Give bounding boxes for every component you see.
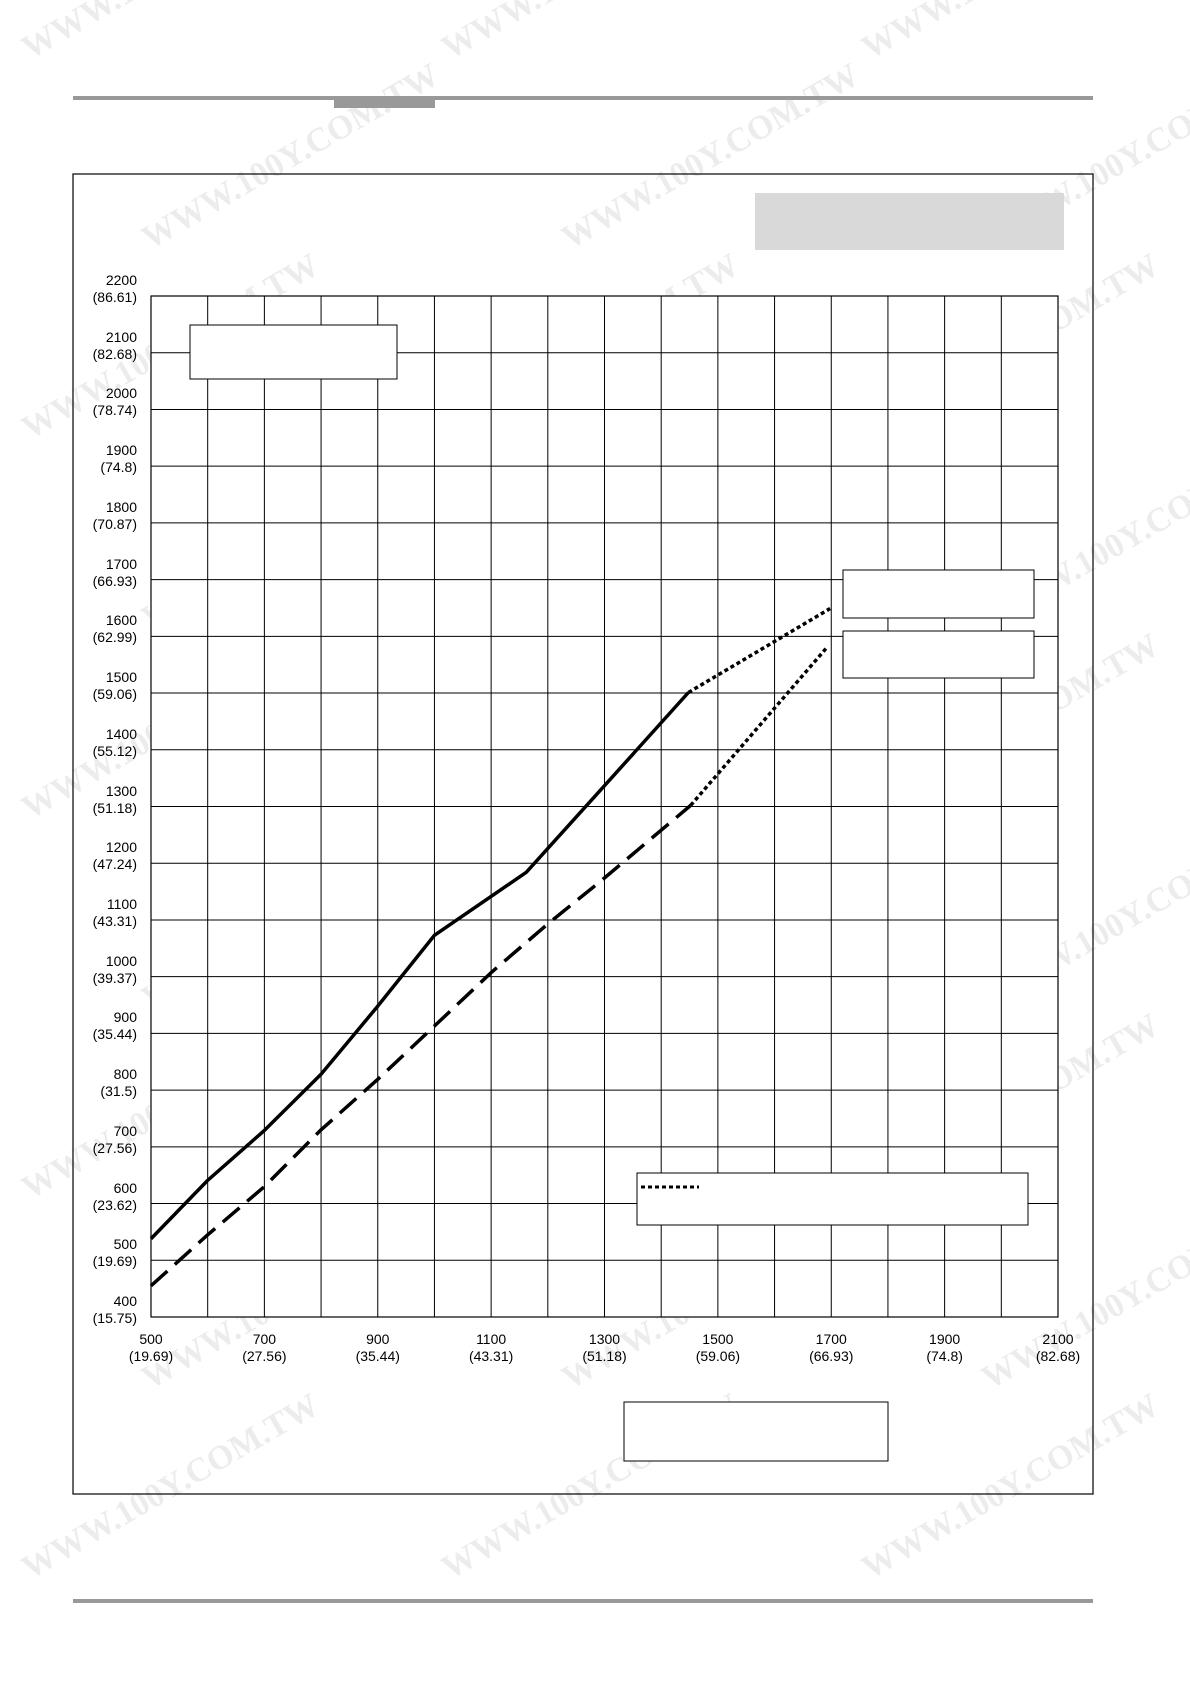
y-tick-label: 1800 (70.87): [92, 498, 137, 532]
y-tick-label: 600 (23.62): [92, 1179, 137, 1213]
x-tick-label: 1300 (51.18): [582, 1331, 627, 1364]
figure-frame: [72, 173, 1094, 1495]
plot-area: [149, 295, 1059, 1318]
data-line: [149, 691, 690, 1240]
x-tick-label: 1900 (74.8): [926, 1331, 963, 1364]
x-tick-label: 1100 (43.31): [468, 1331, 514, 1364]
y-tick-label: 700 (27.56): [92, 1122, 137, 1156]
y-tick-label: 1600 (62.99): [92, 612, 137, 646]
watermark: WWW.100Y.COM.TW: [16, 1387, 326, 1587]
y-tick-label: 1000 (39.37): [92, 952, 137, 986]
watermark: WWW.100Y.COM.TW: [436, 0, 746, 67]
x-tick-label: 1700 (66.93): [809, 1331, 854, 1364]
axis-title-box: [623, 1401, 889, 1462]
y-tick-label: 1300 (51.18): [92, 782, 137, 816]
y-tick-label: 1400 (55.12): [92, 725, 137, 759]
label-box: [189, 324, 398, 380]
y-tick-label: 900 (35.44): [92, 1009, 137, 1043]
title-box: [755, 193, 1064, 250]
y-tick-label: 1200 (47.24): [92, 839, 137, 873]
y-tick-label: 2200 (86.61): [92, 272, 137, 305]
y-tick-label: 2100 (82.68): [92, 328, 137, 362]
legend-box: [636, 1172, 1029, 1226]
x-tick-label: 700 (27.56): [242, 1331, 287, 1364]
header-tab: [334, 100, 435, 108]
y-tick-label: 500 (19.69): [92, 1236, 137, 1270]
x-tick-label: 1500 (59.06): [695, 1331, 741, 1364]
y-tick-label: 1100 (43.31): [92, 895, 137, 929]
y-tick-label: 400 (15.75): [92, 1293, 137, 1326]
y-tick-label: 1900 (74.8): [100, 442, 137, 476]
watermark: WWW.100Y.COM.TW: [16, 0, 326, 67]
data-line: [149, 804, 692, 1288]
x-tick-label: 900 (35.44): [355, 1331, 400, 1364]
x-tick-label: 2100 (82.68): [1035, 1331, 1081, 1364]
label-box: [842, 569, 1035, 619]
y-tick-label: 2000 (78.74): [92, 385, 137, 419]
watermark: WWW.100Y.COM.TW: [856, 1387, 1166, 1587]
watermark: WWW.100Y.COM.TW: [136, 57, 446, 257]
y-tick-label: 800 (31.5): [100, 1066, 137, 1100]
y-tick-label: 1700 (66.93): [92, 555, 137, 589]
label-box: [842, 630, 1035, 679]
watermark: WWW.100Y.COM.TW: [856, 0, 1166, 67]
x-tick-label: 500 (19.69): [128, 1331, 174, 1364]
y-tick-label: 1500 (59.06): [92, 669, 137, 703]
